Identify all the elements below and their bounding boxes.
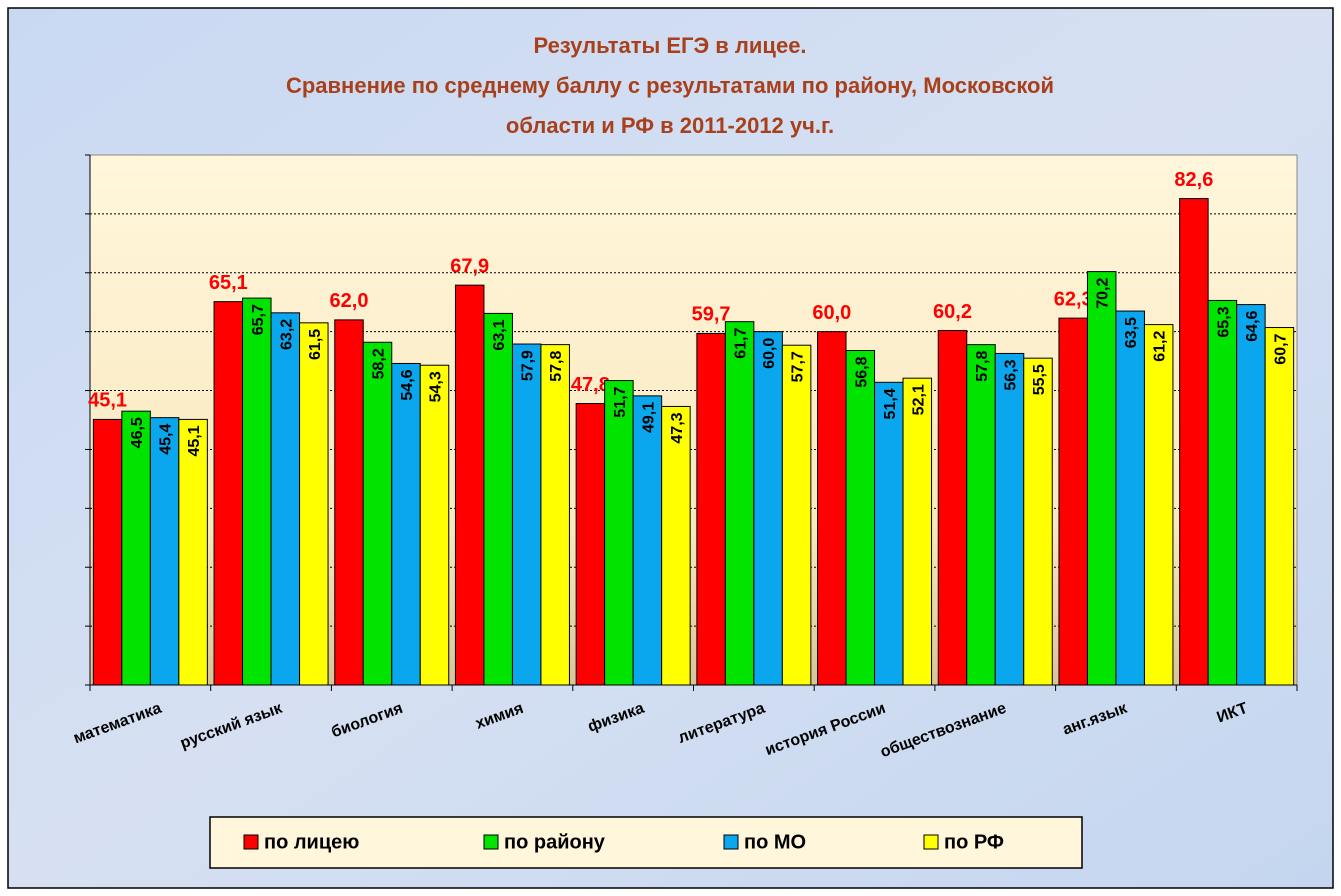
data-label: 52,1 xyxy=(910,384,927,415)
bar xyxy=(511,343,542,686)
data-label: 61,2 xyxy=(1152,330,1169,361)
data-label: 57,8 xyxy=(548,351,565,382)
bar xyxy=(724,321,755,686)
bar xyxy=(966,344,996,686)
data-label: 61,5 xyxy=(307,329,324,360)
bar xyxy=(1058,317,1088,686)
data-label: 62,0 xyxy=(330,290,369,312)
bar xyxy=(483,312,513,686)
bar xyxy=(937,329,968,686)
data-label: 60,7 xyxy=(1272,333,1289,364)
bar xyxy=(817,331,847,686)
bar xyxy=(242,297,272,686)
data-label: 57,8 xyxy=(974,351,991,382)
bar xyxy=(1115,310,1145,686)
legend-label: по району xyxy=(504,831,606,853)
data-label: 63,2 xyxy=(278,319,295,350)
data-label: 61,7 xyxy=(733,328,750,359)
bar xyxy=(454,284,485,686)
data-label: 57,9 xyxy=(520,350,537,381)
bar xyxy=(1179,198,1209,686)
bar xyxy=(1023,357,1053,686)
chart-title: области и РФ в 2011-2012 уч.г. xyxy=(506,113,834,138)
data-label: 47,8 xyxy=(571,374,610,396)
bar xyxy=(1207,299,1238,686)
legend-swatch xyxy=(723,834,739,850)
legend-label: по МО xyxy=(744,831,806,853)
data-label: 65,1 xyxy=(209,272,248,294)
legend-swatch xyxy=(243,834,259,850)
data-label: 65,7 xyxy=(250,304,267,335)
bar xyxy=(334,319,364,686)
data-label: 62,3 xyxy=(1054,288,1093,310)
data-label: 57,7 xyxy=(790,351,807,382)
data-label: 55,5 xyxy=(1031,364,1048,395)
data-label: 63,1 xyxy=(491,319,508,350)
data-label: 45,1 xyxy=(186,425,203,456)
data-label: 82,6 xyxy=(1174,169,1213,191)
data-label: 46,5 xyxy=(129,417,146,448)
bar xyxy=(1086,271,1117,686)
bar xyxy=(178,418,208,686)
data-label: 56,8 xyxy=(853,356,870,387)
data-label: 51,4 xyxy=(882,388,899,419)
legend-label: по РФ xyxy=(944,831,1004,853)
bar xyxy=(391,362,421,686)
bar xyxy=(1236,304,1266,686)
bar xyxy=(121,410,151,686)
data-label: 60,2 xyxy=(933,301,972,323)
data-label: 60,0 xyxy=(812,302,851,324)
data-label: 54,6 xyxy=(399,369,416,400)
chart-title: Результаты ЕГЭ в лицее. xyxy=(533,33,806,58)
bar xyxy=(270,312,301,686)
bar xyxy=(781,344,812,686)
data-label: 45,4 xyxy=(158,424,175,455)
data-label: 47,3 xyxy=(669,412,686,443)
legend-swatch xyxy=(923,834,939,850)
bar xyxy=(575,403,606,686)
bar xyxy=(632,395,663,686)
data-label: 60,0 xyxy=(761,338,778,369)
data-label: 67,9 xyxy=(450,255,489,277)
bar xyxy=(1264,327,1295,686)
bar xyxy=(696,332,726,686)
bar xyxy=(299,322,329,686)
bar xyxy=(213,301,244,686)
data-label: 54,3 xyxy=(428,371,445,402)
legend-label: по лицею xyxy=(264,831,359,853)
data-label: 58,2 xyxy=(371,348,388,379)
data-label: 70,2 xyxy=(1095,277,1112,308)
bar xyxy=(604,380,634,686)
bar xyxy=(149,417,180,686)
bar xyxy=(362,341,393,686)
data-label: 64,6 xyxy=(1244,310,1261,341)
bar xyxy=(661,405,691,686)
bar xyxy=(419,364,450,686)
bar xyxy=(92,418,123,686)
bar xyxy=(1143,324,1174,686)
bar xyxy=(540,344,570,686)
data-label: 51,7 xyxy=(612,386,629,417)
bar xyxy=(753,331,783,686)
data-label: 59,7 xyxy=(692,304,731,326)
bar xyxy=(845,350,876,686)
bar xyxy=(994,352,1025,686)
data-label: 45,1 xyxy=(88,390,127,412)
legend-swatch xyxy=(483,834,499,850)
data-label: 63,5 xyxy=(1123,317,1140,348)
data-label: 65,3 xyxy=(1215,306,1232,337)
bar xyxy=(902,377,933,686)
chart-title: Сравнение по среднему баллу с результата… xyxy=(286,73,1054,98)
data-label: 56,3 xyxy=(1003,359,1020,390)
data-label: 49,1 xyxy=(640,402,657,433)
bar xyxy=(874,381,904,686)
